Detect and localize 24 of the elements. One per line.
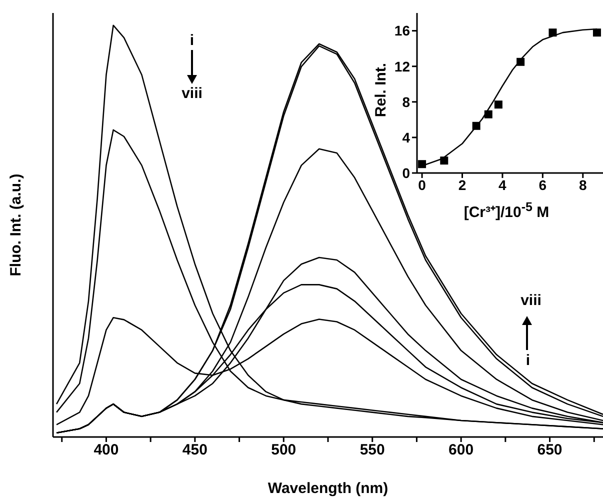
x-tick-label: 400 (94, 442, 119, 459)
y-tick-label: 8 (402, 94, 410, 110)
x-axis-title: [Cr³⁺]/10$^{-5}$ M (462, 200, 550, 221)
x-tick-label: 0 (418, 176, 426, 193)
y-tick-label: 12 (394, 58, 410, 74)
x-axis-title: Wavelength (nm) (266, 480, 390, 497)
x-tick-label: 550 (360, 442, 385, 459)
annotation: viii (520, 292, 542, 309)
x-tick-label: 450 (182, 442, 208, 459)
y-tick-label: 4 (402, 129, 410, 146)
annotation: i (190, 32, 194, 49)
x-tick-label: 650 (537, 442, 562, 459)
x-tick-label: 8 (578, 176, 587, 193)
x-tick-label: 4 (498, 176, 507, 193)
x-tick-label: 2 (458, 176, 466, 193)
y-axis-title: Fluo. Int. (a.u.) (8, 174, 24, 276)
x-tick-label: 500 (271, 442, 296, 459)
x-tick-label: 6 (538, 176, 547, 193)
x-tick-label: 600 (448, 442, 474, 459)
annotation: i (526, 352, 530, 369)
y-tick-label: 0 (402, 164, 410, 181)
y-axis-title: Rel. Int. (372, 62, 390, 118)
annotation: viii (182, 85, 202, 102)
y-tick-label: 16 (394, 22, 410, 39)
